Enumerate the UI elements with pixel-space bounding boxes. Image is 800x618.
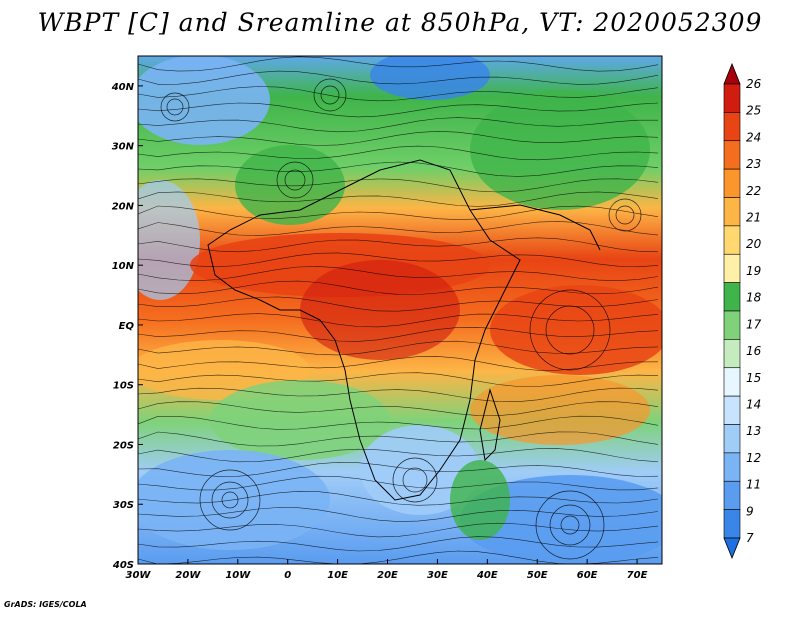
lon-label: 0 [284,570,291,581]
lat-label: 40S [112,560,134,571]
colorbar-swatch [723,480,741,510]
colorbar-label: 16 [746,344,762,358]
streamline [138,313,659,328]
coastline-africa [207,159,601,501]
colorbar-label: 19 [746,264,761,278]
streamline [138,431,659,447]
streamline [138,70,659,85]
streamline [138,448,659,463]
colorbar-label: 22 [746,184,761,198]
colorbar-label: 15 [746,371,761,385]
streamline [138,387,659,403]
lon-label: 10W [225,570,251,581]
lat-label: 10S [113,381,134,392]
colorbar-bottom-arrow [723,537,741,560]
longitude-axis: 30W 20W 10W 0 10E 20E 30E 40E 50E 60E 70E [126,559,648,581]
streamline [138,401,659,417]
colorbar-label: 18 [746,291,762,305]
colorbar-swatch [723,282,741,312]
streamline [138,356,659,371]
lat-label: 30N [112,142,135,153]
streamline [138,161,659,177]
streamline [138,536,659,552]
streamline [138,507,659,522]
colorbar-swatch [723,253,741,283]
map-frame [137,55,663,565]
map-title: WBPT [C] and Sreamline at 850hPa, VT: 20… [37,8,763,37]
colorbar-label: 7 [746,531,754,545]
colorbar-label: 11 [746,478,761,492]
credit-label: GrADS: IGES/COLA [4,600,87,609]
colorbar-swatch [723,140,741,170]
lon-label: 20E [377,570,398,581]
lat-label: 20N [112,201,135,212]
lat-label: 10N [112,261,135,272]
streamline [138,86,659,102]
lon-label: 20W [175,570,201,581]
lon-label: 30W [126,570,152,581]
colorbar-label: 13 [746,424,761,438]
colorbar-swatch [723,310,741,340]
latitude-axis: 40N 30N 20N 10N EQ 10S 20S 30S 40S [111,82,143,571]
streamline [138,522,659,538]
colorbar-swatch [723,339,741,369]
streamline [138,280,659,295]
colorbar-label: 21 [746,211,761,225]
colorbar-swatch [723,83,741,113]
colorbar-swatch [723,424,741,454]
streamline [138,326,659,342]
lon-label: 10E [327,570,348,581]
lat-label: EQ [119,321,135,332]
colorbar-label: 23 [746,157,761,171]
streamline [138,372,659,387]
colorbar-swatch [723,509,741,539]
streamline [138,178,659,193]
streamline [138,252,659,268]
colorbar-swatch [723,225,741,255]
temperature-field [138,56,662,564]
streamline [138,266,659,282]
streamline [138,340,659,356]
lat-label: 20S [113,440,134,451]
colorbar-swatch [723,168,741,198]
lon-label: 50E [527,570,548,581]
colorbar-swatch [723,452,741,482]
colorbar-label: 17 [746,317,762,331]
colorbar-swatch [723,395,741,425]
colorbar-label: 26 [746,77,762,91]
lat-label: 40N [111,82,135,93]
vortices [160,78,642,560]
streamline [138,117,658,133]
colorbar-swatch [723,197,741,227]
streamline [138,205,659,221]
lon-label: 70E [627,570,648,581]
lon-label: 60E [577,570,598,581]
colorbar-swatch [723,112,741,142]
colorbar-label: 12 [746,451,761,465]
streamline [138,237,659,253]
streamline [138,461,659,477]
streamline [138,490,659,506]
colorbar-swatch [723,367,741,397]
streamline [138,56,659,72]
streamline [138,145,659,161]
colorbar-label: 14 [746,397,761,411]
colorbar-label: 9 [746,504,754,518]
colorbar-label: 20 [746,237,762,251]
streamline [138,102,659,118]
colorbar: 26 25 24 23 22 21 20 19 18 17 16 15 14 13 12 11 9 7 [723,62,762,560]
colorbar-top-arrow [723,62,741,85]
streamline [138,191,659,207]
streamline [138,415,659,430]
lon-label: 40E [476,570,498,581]
lon-label: 30E [427,570,448,581]
streamline [138,475,659,491]
streamline [138,130,659,146]
lat-label: 30S [113,500,134,511]
colorbar-label: 24 [746,130,761,144]
colorbar-label: 25 [746,104,761,118]
